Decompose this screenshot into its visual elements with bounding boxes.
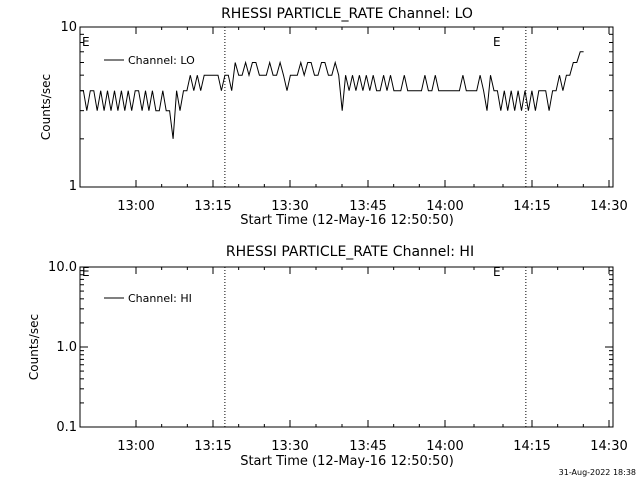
hi-xtick-label: 13:30	[271, 439, 308, 454]
lo-annotation-e: E	[493, 35, 501, 49]
lo-xtick-label: 13:15	[194, 199, 231, 214]
hi-ytick-label: 1.0	[56, 340, 77, 355]
hi-legend-label: Channel: HI	[128, 292, 192, 305]
hi-y-ticks: 10.0 1.0 0.1	[48, 260, 77, 435]
lo-chart-title: RHESSI PARTICLE_RATE Channel: LO	[221, 6, 473, 22]
hi-xtick-label: 13:45	[349, 439, 386, 454]
lo-y-ticks: 10 1	[60, 20, 77, 194]
lo-xtick-label: 13:30	[271, 199, 308, 214]
lo-legend: Channel: LO	[104, 54, 195, 67]
lo-legend-label: Channel: LO	[128, 54, 195, 67]
lo-tick-marks	[80, 27, 613, 188]
lo-marker-lines	[224, 27, 614, 187]
lo-ytick-label: 1	[69, 179, 77, 194]
lo-plot-frame	[79, 26, 614, 188]
lo-ytick-label: 10	[60, 20, 77, 35]
hi-y-axis-label: Counts/sec	[27, 314, 41, 380]
hi-xtick-label: 14:00	[426, 439, 463, 454]
hi-chart-title: RHESSI PARTICLE_RATE Channel: HI	[226, 244, 474, 260]
lo-xtick-label: 14:30	[590, 199, 627, 214]
hi-x-ticks: 13:00 13:15 13:30 13:45 14:00 14:15 14:3…	[117, 439, 627, 454]
hi-plot-frame	[79, 266, 614, 428]
footer-timestamp: 31-Aug-2022 18:38	[559, 468, 636, 477]
hi-channel-panel: RHESSI PARTICLE_RATE Channel: HI Counts/…	[27, 244, 628, 469]
hi-legend: Channel: HI	[104, 292, 192, 305]
lo-x-ticks: 13:00 13:15 13:30 13:45 14:00 14:15 14:3…	[117, 199, 627, 214]
hi-marker-lines	[224, 267, 614, 427]
lo-x-axis-label: Start Time (12-May-16 12:50:50)	[240, 213, 454, 228]
hi-xtick-label: 14:15	[513, 439, 550, 454]
lo-channel-panel: RHESSI PARTICLE_RATE Channel: LO Counts/…	[39, 6, 628, 228]
hi-xtick-label: 13:00	[117, 439, 154, 454]
hi-tick-marks	[80, 267, 613, 428]
hi-ytick-label: 0.1	[56, 420, 77, 435]
lo-y-axis-label: Counts/sec	[39, 74, 53, 140]
lo-xtick-label: 14:15	[513, 199, 550, 214]
hi-xtick-label: 13:15	[194, 439, 231, 454]
lo-xtick-label: 14:00	[426, 199, 463, 214]
lo-annotation-e: E	[82, 35, 90, 49]
lo-xtick-label: 13:45	[349, 199, 386, 214]
hi-annotation-e: E	[82, 265, 90, 279]
hi-annotation-e: E	[493, 265, 501, 279]
lo-xtick-label: 13:00	[117, 199, 154, 214]
hi-xtick-label: 14:30	[590, 439, 627, 454]
hi-x-axis-label: Start Time (12-May-16 12:50:50)	[240, 454, 454, 469]
hi-ytick-label: 10.0	[48, 260, 77, 275]
lo-series-line	[80, 51, 584, 139]
